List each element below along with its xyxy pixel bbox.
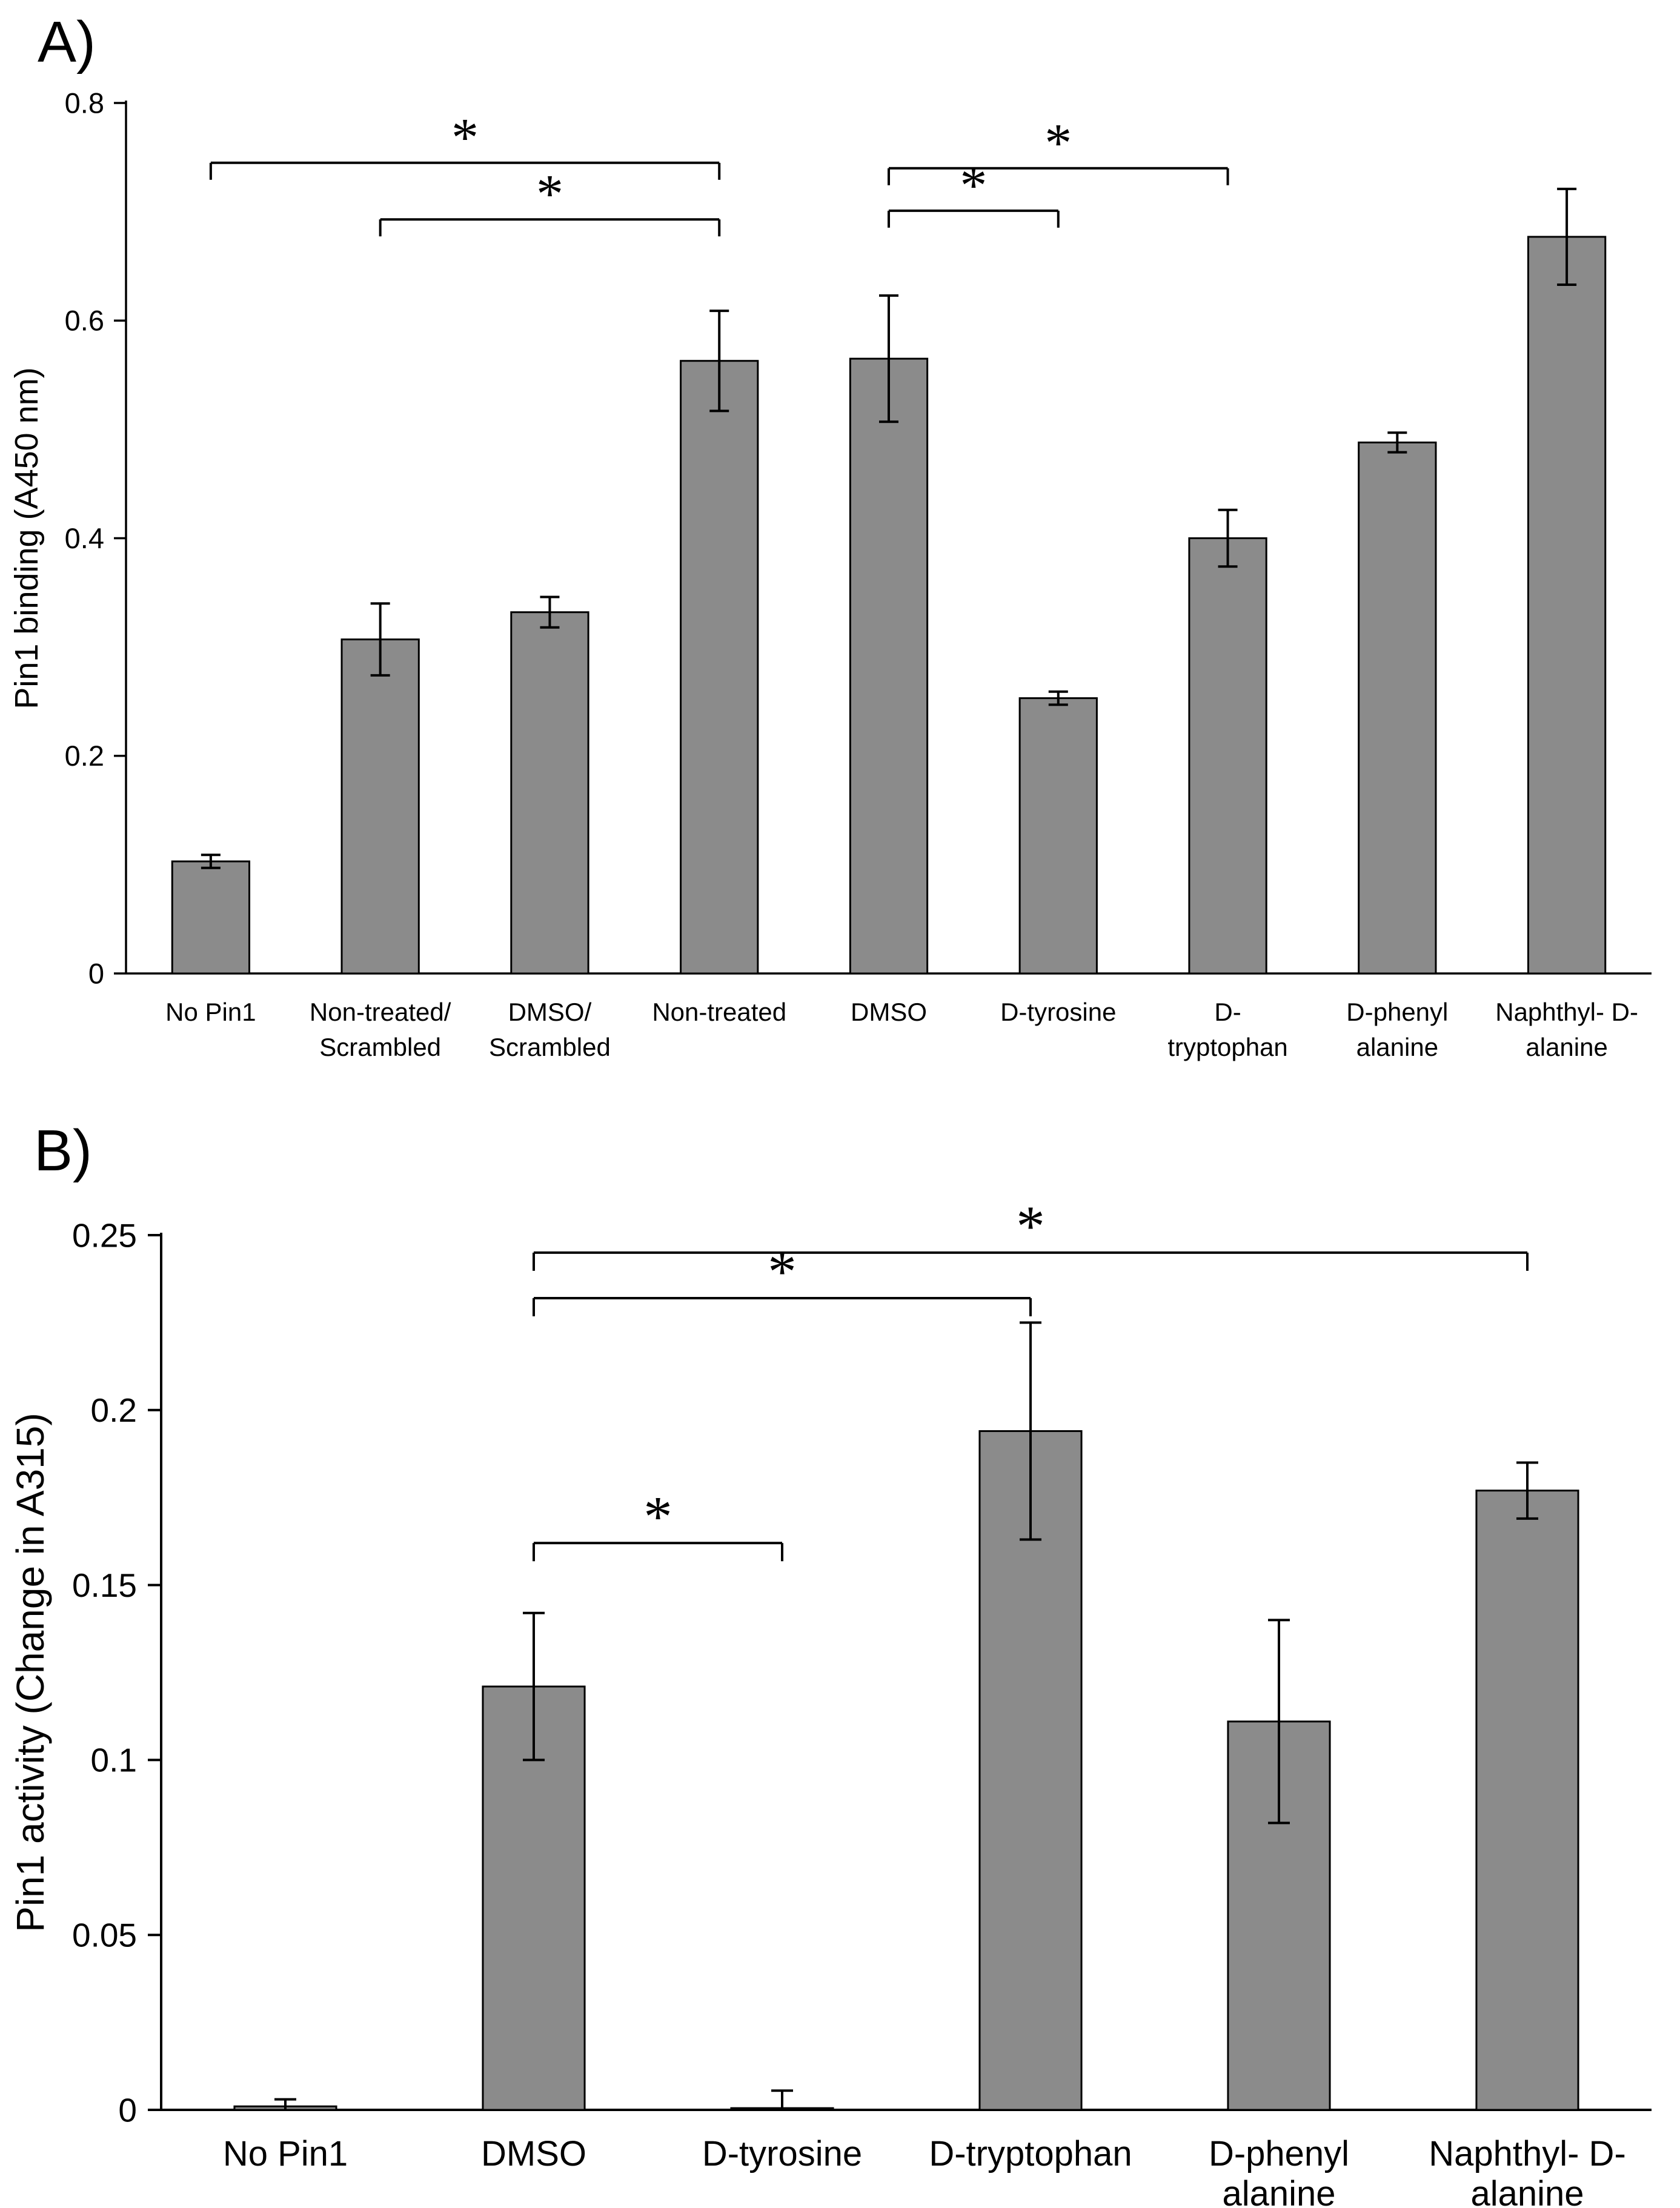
category-label: Non-treated/Scrambled [310, 998, 451, 1061]
category-label: DMSO [481, 2134, 586, 2173]
bar [978, 1430, 1083, 2111]
y-tick-label: 0.8 [65, 87, 104, 119]
y-tick-label: 0.2 [91, 1391, 137, 1429]
significance-asterisk: * [451, 108, 479, 168]
y-tick-label: 0 [118, 2091, 137, 2129]
bar [849, 357, 929, 975]
y-tick-label: 0.05 [72, 1916, 137, 1954]
category-label: D-phenyl alanine [1346, 998, 1448, 1061]
category-label: Non-treated [652, 998, 786, 1026]
y-tick-label: 0.2 [65, 740, 104, 772]
bar [340, 638, 420, 975]
bar [1188, 537, 1267, 975]
bar [1475, 1490, 1579, 2111]
panel-a-label: A) [38, 10, 96, 75]
bar [510, 611, 589, 975]
category-label: Naphthyl- D-alanine [1495, 998, 1638, 1061]
category-label: D-tyrosine [702, 2134, 862, 2173]
bar [1358, 441, 1437, 975]
y-tick-label: 0.15 [72, 1566, 137, 1604]
significance-asterisk: * [643, 1484, 672, 1548]
category-label: D-tyrosine [1000, 998, 1116, 1026]
category-label: D-phenyl alanine [1209, 2134, 1349, 2208]
category-label: DMSO/Scrambled [489, 998, 611, 1061]
panel-a-bar-chart: 0 0.2 0.4 0.6 0.8 * * * * No Pin1 Non-treated/Scra… [8, 87, 1652, 1061]
significance-asterisk: * [536, 164, 563, 224]
category-label: DMSO [851, 998, 927, 1026]
y-tick-label: 0.4 [65, 522, 104, 554]
significance-asterisk: * [1044, 113, 1072, 173]
significance-asterisk: * [1016, 1194, 1045, 1258]
category-label: D-tryptophan [929, 2134, 1132, 2173]
category-label: No Pin1 [165, 998, 256, 1026]
y-tick-label: 0.6 [65, 305, 104, 337]
y-tick-label: 0.1 [91, 1742, 137, 1779]
y-tick-label: 0.25 [72, 1216, 137, 1254]
panel-b-bar-chart: 0 0.05 0.1 0.15 0.2 0.25 * * * No Pin1 DMSO D-tyros… [8, 1194, 1652, 2208]
bar [680, 360, 759, 975]
category-label: Naphthyl- D-alanine [1429, 2134, 1626, 2208]
bar [171, 860, 251, 975]
y-axis-title: Pin1 binding (A450 nm) [8, 367, 45, 709]
significance-asterisk: * [768, 1239, 797, 1304]
bar [1018, 697, 1098, 975]
bar [1527, 236, 1607, 975]
panel-b-label: B) [34, 1118, 92, 1183]
category-label: No Pin1 [223, 2134, 348, 2173]
category-label: D-tryptophan [1167, 998, 1287, 1061]
significance-asterisk: * [960, 156, 987, 216]
y-tick-label: 0 [88, 957, 104, 989]
y-axis-title: Pin1 activity (Change in A315) [8, 1413, 52, 1932]
